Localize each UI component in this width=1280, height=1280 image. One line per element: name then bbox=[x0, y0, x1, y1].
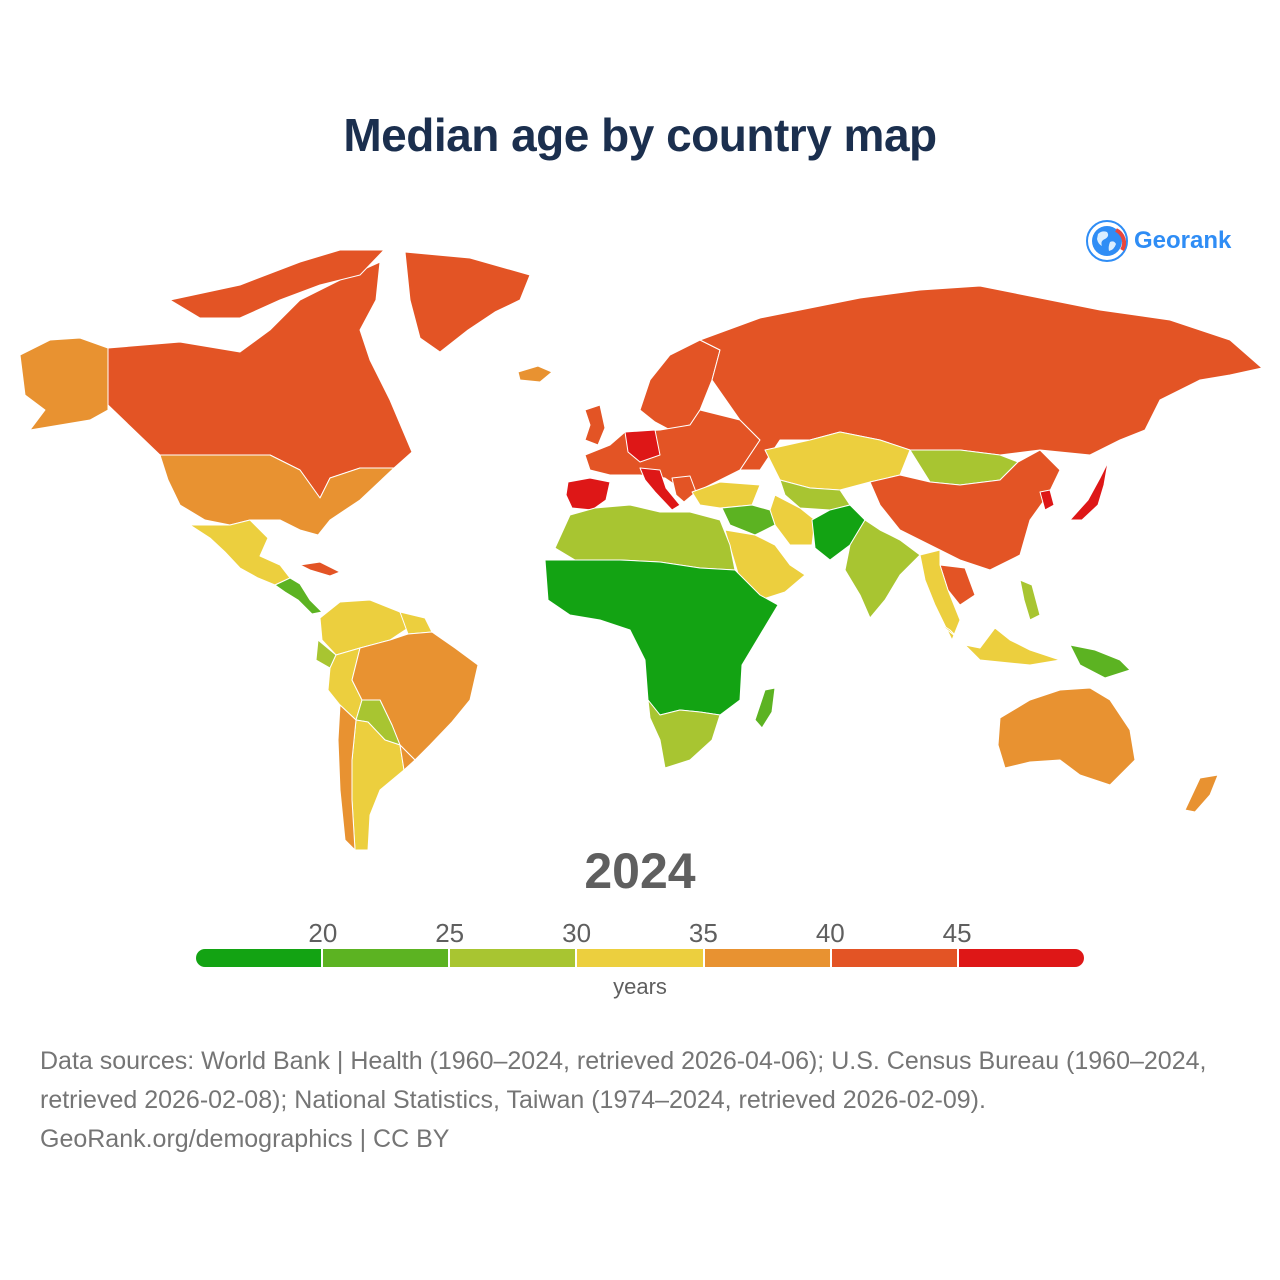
legend-tick: 35 bbox=[688, 918, 718, 948]
legend-tick: 20 bbox=[308, 918, 338, 948]
brand-name: Georank bbox=[1134, 227, 1232, 254]
source-line: retrieved 2026-02-08); National Statisti… bbox=[40, 1086, 986, 1114]
source-line: Data sources: World Bank | Health (1960–… bbox=[40, 1047, 1207, 1075]
legend-unit: years bbox=[613, 974, 667, 999]
region-greenland[interactable] bbox=[404, 251, 531, 353]
region-new-guinea[interactable] bbox=[1069, 644, 1131, 679]
region-sub-saharan-africa[interactable] bbox=[544, 559, 779, 716]
region-iraq-syria[interactable] bbox=[721, 504, 776, 536]
region-japan[interactable] bbox=[1069, 461, 1109, 521]
region-cuba[interactable] bbox=[299, 561, 341, 577]
region-balkans[interactable] bbox=[671, 475, 697, 503]
region-central-america[interactable] bbox=[274, 577, 323, 615]
region-new-zealand[interactable] bbox=[1184, 774, 1219, 813]
legend-bin bbox=[704, 949, 832, 967]
legend-bin bbox=[577, 949, 705, 967]
region-russia[interactable] bbox=[699, 285, 1263, 471]
data-sources: Data sources: World Bank | Health (1960–… bbox=[40, 1042, 1250, 1159]
legend-tick: 30 bbox=[562, 918, 592, 948]
region-chile[interactable] bbox=[337, 704, 357, 851]
region-se-asia-mainland[interactable] bbox=[919, 549, 961, 641]
georank-logo[interactable]: Georank bbox=[1086, 220, 1231, 262]
legend-bin bbox=[958, 949, 1084, 967]
region-india[interactable] bbox=[844, 519, 921, 619]
region-colombia-venezuela[interactable] bbox=[319, 599, 409, 656]
region-korea[interactable] bbox=[1039, 489, 1055, 511]
region-madagascar[interactable] bbox=[754, 687, 776, 729]
region-germany[interactable] bbox=[624, 429, 661, 463]
region-australia[interactable] bbox=[997, 687, 1136, 786]
world-map bbox=[19, 249, 1263, 851]
legend-tick: 40 bbox=[815, 918, 845, 948]
legend-bin bbox=[323, 949, 451, 967]
globe-icon bbox=[1086, 220, 1128, 262]
color-legend: 20 25 30 35 40 45 years bbox=[196, 912, 1084, 1002]
year-label: 2024 bbox=[584, 843, 696, 899]
region-mexico[interactable] bbox=[189, 519, 291, 586]
region-italy[interactable] bbox=[639, 467, 681, 511]
legend-tick: 45 bbox=[942, 918, 972, 948]
region-indonesia[interactable] bbox=[934, 619, 1061, 666]
source-link[interactable]: GeoRank.org/demographics | CC BY bbox=[40, 1125, 450, 1153]
legend-bin bbox=[450, 949, 578, 967]
region-iceland[interactable] bbox=[517, 365, 553, 383]
map-title: Median age by country map bbox=[343, 109, 937, 161]
legend-bin bbox=[196, 949, 324, 967]
region-canada-islands[interactable] bbox=[169, 249, 385, 319]
legend-bar bbox=[196, 949, 1084, 967]
region-uk[interactable] bbox=[584, 404, 606, 446]
region-alaska[interactable] bbox=[19, 337, 109, 431]
region-uruguay[interactable] bbox=[399, 744, 416, 771]
region-philippines[interactable] bbox=[1019, 579, 1041, 621]
region-iberia[interactable] bbox=[565, 477, 611, 511]
region-southern-africa[interactable] bbox=[647, 699, 721, 769]
legend-tick: 25 bbox=[435, 918, 465, 948]
legend-bin bbox=[831, 949, 959, 967]
region-usa[interactable] bbox=[159, 454, 395, 536]
